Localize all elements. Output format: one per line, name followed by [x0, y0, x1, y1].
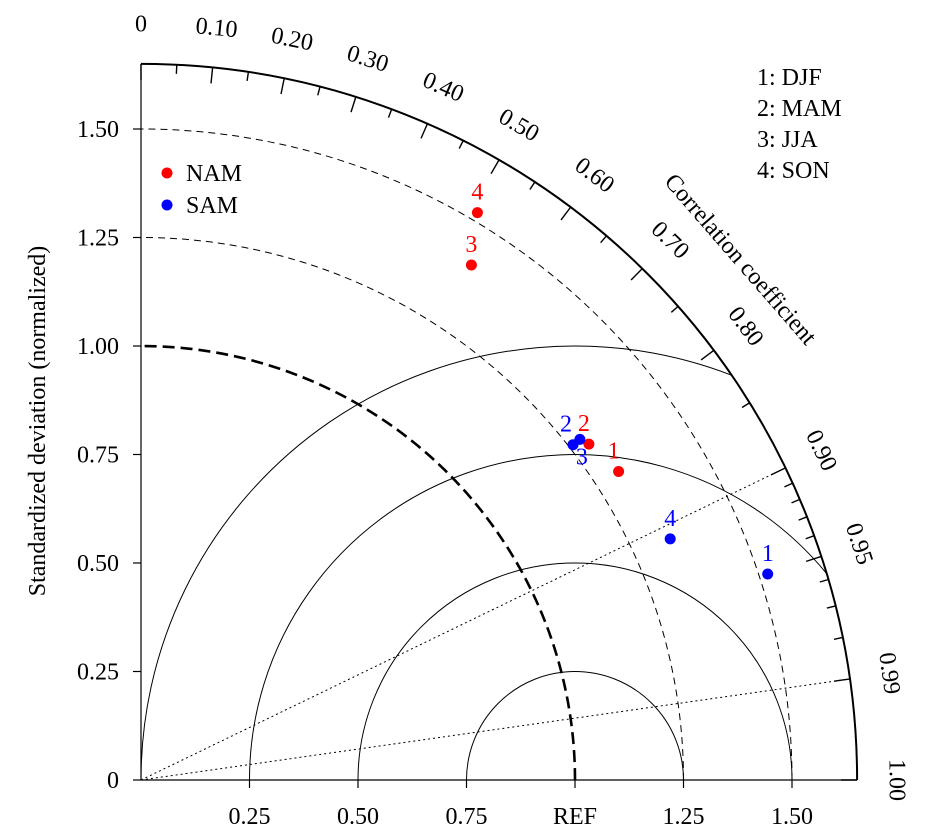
point-label-sam-2: 2 — [560, 412, 572, 438]
point-nam-4 — [471, 207, 483, 219]
point-label-nam-2: 2 — [578, 411, 590, 437]
y-axis-title: Standardized deviation (normalized) — [25, 246, 51, 597]
corr-tick-label-0: 0 — [135, 11, 147, 37]
x-tick-label-0-75: 0.75 — [446, 804, 488, 830]
corr-major-tick-0-5 — [490, 159, 500, 175]
corr-major-tick-0-4 — [420, 123, 429, 139]
y-tick-label-0-25: 0.25 — [77, 660, 119, 686]
x-tick-label-0-50: 0.50 — [337, 804, 379, 830]
point-sam-4 — [664, 533, 676, 545]
outer-correlation-arc — [140, 62, 859, 781]
corr-minor-tick-0-93 — [798, 516, 808, 521]
corr-tick-label-0-9: 0.90 — [800, 426, 842, 475]
x-tick-label-1-25: 1.25 — [663, 804, 705, 830]
corr-major-tick-0-1 — [210, 67, 214, 84]
corr-tick-label-0-6: 0.60 — [570, 152, 619, 198]
corr-minor-tick-0-75 — [670, 305, 679, 313]
corr-tick-label-1: 1.00 — [884, 759, 910, 801]
point-nam-2 — [583, 438, 595, 450]
corr-tick-label-0-95: 0.95 — [840, 520, 878, 568]
corr-minor-tick-0-92 — [791, 498, 801, 504]
corr-major-tick-0-2 — [280, 78, 285, 95]
corr-minor-tick-0-98 — [833, 636, 843, 640]
point-label-nam-4: 4 — [471, 180, 483, 206]
corr-tick-label-0-5: 0.50 — [494, 104, 543, 148]
y-tick-label-0-75: 0.75 — [77, 443, 119, 469]
corr-tick-label-0-2: 0.20 — [269, 23, 315, 57]
corr-major-tick-0-6 — [560, 206, 572, 221]
season-key-4: 4: SON — [757, 158, 830, 184]
corr-major-tick-0-8 — [700, 349, 715, 361]
frame-layer — [140, 62, 859, 781]
corr-minor-tick-0-45 — [458, 140, 464, 149]
season-key: 1: DJF 2: MAM 3: JJA 4: SON — [757, 65, 842, 184]
corr-minor-tick-0-25 — [317, 86, 321, 96]
corr-major-tick-0-95 — [805, 555, 822, 563]
point-label-nam-3: 3 — [465, 232, 477, 258]
corr-major-tick-0-7 — [630, 268, 643, 281]
corr-minor-tick-0-94 — [805, 535, 815, 540]
y-tick-label-1: 1.00 — [77, 334, 119, 360]
y-tick-label-0-5: 0.50 — [77, 551, 119, 577]
point-nam-3 — [465, 259, 477, 271]
reference-std-arc — [140, 344, 577, 781]
correlation-line-0-9 — [140, 467, 786, 781]
corr-tick-label-0-3: 0.30 — [344, 40, 392, 77]
point-label-sam-4: 4 — [664, 506, 676, 532]
legend-label-nam: NAM — [186, 161, 242, 187]
y-tick-label-0: 0 — [107, 768, 119, 794]
grid-layer — [140, 128, 851, 781]
legend-marker-sam — [161, 199, 173, 211]
std-arc-1-5 — [140, 128, 793, 781]
corr-tick-label-0-99: 0.99 — [873, 651, 905, 696]
rmsd-arc-1 — [140, 345, 732, 781]
point-nam-1 — [613, 466, 625, 477]
legend: NAM SAM — [161, 161, 242, 219]
x-tick-label-1-50: 1.50 — [771, 804, 813, 830]
x-tick-label-ref: REF — [553, 804, 597, 830]
corr-major-tick-0-9 — [770, 467, 786, 476]
y-tick-label-1-25: 1.25 — [77, 226, 119, 252]
corr-major-tick-0-99 — [834, 678, 851, 682]
corr-tick-label-0-4: 0.40 — [419, 67, 468, 108]
rmsd-arc-0-5 — [357, 562, 793, 781]
corr-minor-tick-0-35 — [387, 108, 393, 118]
corr-tick-label-0-1: 0.10 — [194, 13, 238, 43]
corr-minor-tick-0-85 — [741, 402, 751, 409]
corr-minor-tick-0-55 — [529, 181, 536, 190]
corr-major-tick-0-3 — [350, 96, 357, 113]
corr-tick-label-0-8: 0.80 — [722, 302, 768, 351]
x-tick-label-0-25: 0.25 — [229, 804, 271, 830]
point-label-sam-1: 1 — [762, 541, 774, 567]
season-key-3: 3: JJA — [757, 127, 818, 153]
corr-tick-label-0-7: 0.70 — [646, 216, 694, 264]
season-key-2: 2: MAM — [757, 96, 842, 122]
corr-minor-tick-0-96 — [819, 578, 829, 583]
corr-minor-tick-0-91 — [784, 482, 793, 488]
point-sam-3 — [574, 433, 586, 445]
legend-label-sam: SAM — [186, 193, 238, 219]
y-tick-label-1-5: 1.50 — [77, 117, 119, 143]
tick-layer — [133, 63, 858, 788]
corr-minor-tick-0-97 — [826, 605, 836, 609]
point-sam-1 — [762, 568, 774, 580]
point-label-sam-3: 3 — [576, 444, 588, 470]
legend-marker-nam — [161, 167, 173, 179]
point-label-nam-1: 1 — [608, 439, 620, 465]
std-arc-1-25 — [140, 237, 684, 781]
season-key-1: 1: DJF — [757, 65, 822, 91]
rmsd-arc-0-25 — [466, 671, 684, 781]
corr-minor-tick-0-15 — [246, 71, 250, 82]
rmsd-arc-0-75 — [249, 454, 828, 781]
corr-minor-tick-0-65 — [600, 235, 607, 244]
correlation-line-0-99 — [140, 678, 851, 781]
